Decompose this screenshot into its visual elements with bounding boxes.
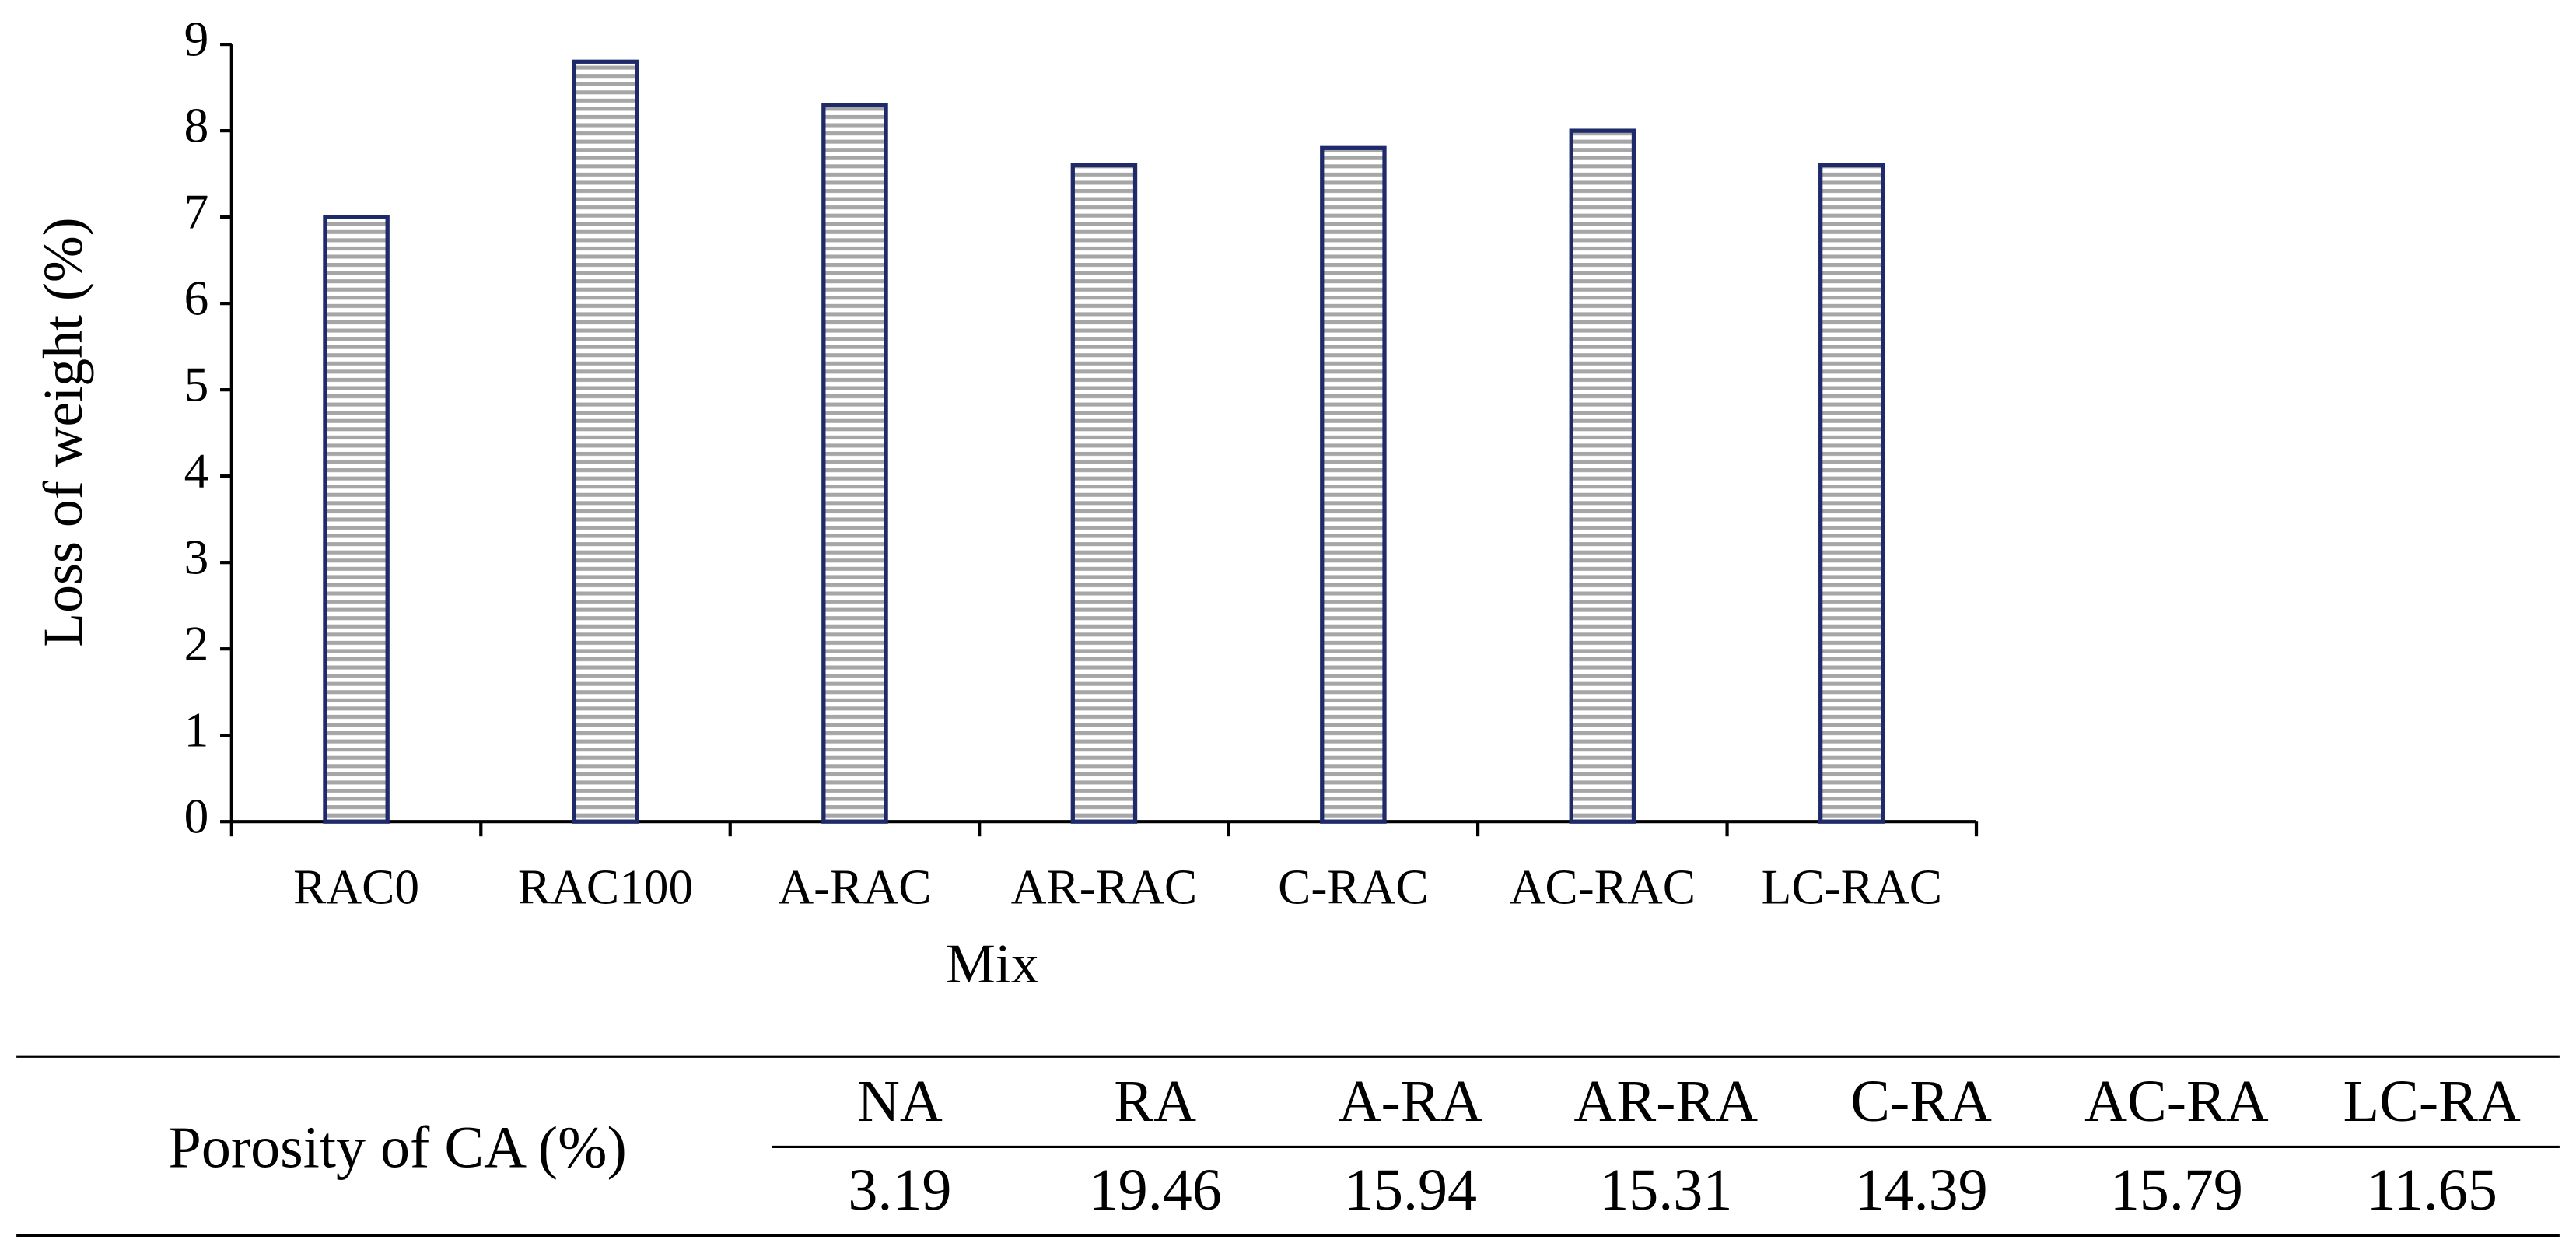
table-column-header: C-RA bbox=[1850, 1069, 1992, 1134]
table-cell: 15.79 bbox=[2110, 1157, 2243, 1223]
x-tick-label: A-RAC bbox=[778, 860, 931, 915]
table-column-header: AC-RA bbox=[2084, 1069, 2269, 1134]
table-column-header: A-RA bbox=[1339, 1069, 1483, 1134]
x-tick-label: LC-RAC bbox=[1762, 860, 1942, 915]
y-tick-label: 3 bbox=[184, 530, 209, 585]
y-tick-label: 6 bbox=[184, 271, 209, 326]
table-cell: 11.65 bbox=[2367, 1157, 2497, 1223]
y-axis-label: Loss of weight (%) bbox=[32, 217, 94, 646]
bar bbox=[323, 215, 390, 824]
y-tick-label: 0 bbox=[184, 790, 209, 844]
table-cell: 15.31 bbox=[1599, 1157, 1732, 1223]
bar bbox=[821, 103, 888, 824]
bar bbox=[1070, 163, 1138, 824]
x-tick-label: AC-RAC bbox=[1510, 860, 1696, 915]
table-column-header: RA bbox=[1114, 1069, 1196, 1134]
table-cell: 3.19 bbox=[848, 1157, 951, 1223]
y-tick-label: 4 bbox=[184, 444, 209, 499]
bar bbox=[1569, 128, 1636, 824]
bar bbox=[1320, 145, 1387, 824]
y-tick-label: 7 bbox=[184, 185, 209, 240]
y-tick-label: 5 bbox=[184, 358, 209, 412]
x-tick-label: RAC100 bbox=[518, 860, 693, 915]
table-column-header: AR-RA bbox=[1574, 1069, 1759, 1134]
y-tick-label: 9 bbox=[184, 12, 209, 67]
table-column-header: LC-RA bbox=[2343, 1069, 2521, 1134]
x-axis-label: Mix bbox=[946, 933, 1039, 995]
y-tick-label: 8 bbox=[184, 99, 209, 153]
table-cell: 15.94 bbox=[1344, 1157, 1477, 1223]
x-tick-label: C-RAC bbox=[1278, 860, 1429, 915]
bar bbox=[572, 59, 639, 824]
x-tick-label: AR-RAC bbox=[1011, 860, 1197, 915]
x-tick-label: RAC0 bbox=[293, 860, 419, 915]
y-tick-label: 2 bbox=[184, 617, 209, 671]
table-column-header: NA bbox=[857, 1069, 943, 1134]
table-cell: 14.39 bbox=[1855, 1157, 1988, 1223]
table-row-header: Porosity of CA (%) bbox=[169, 1115, 627, 1180]
table-cell: 19.46 bbox=[1089, 1157, 1222, 1223]
y-tick-label: 1 bbox=[184, 703, 209, 758]
bar bbox=[1818, 163, 1885, 824]
